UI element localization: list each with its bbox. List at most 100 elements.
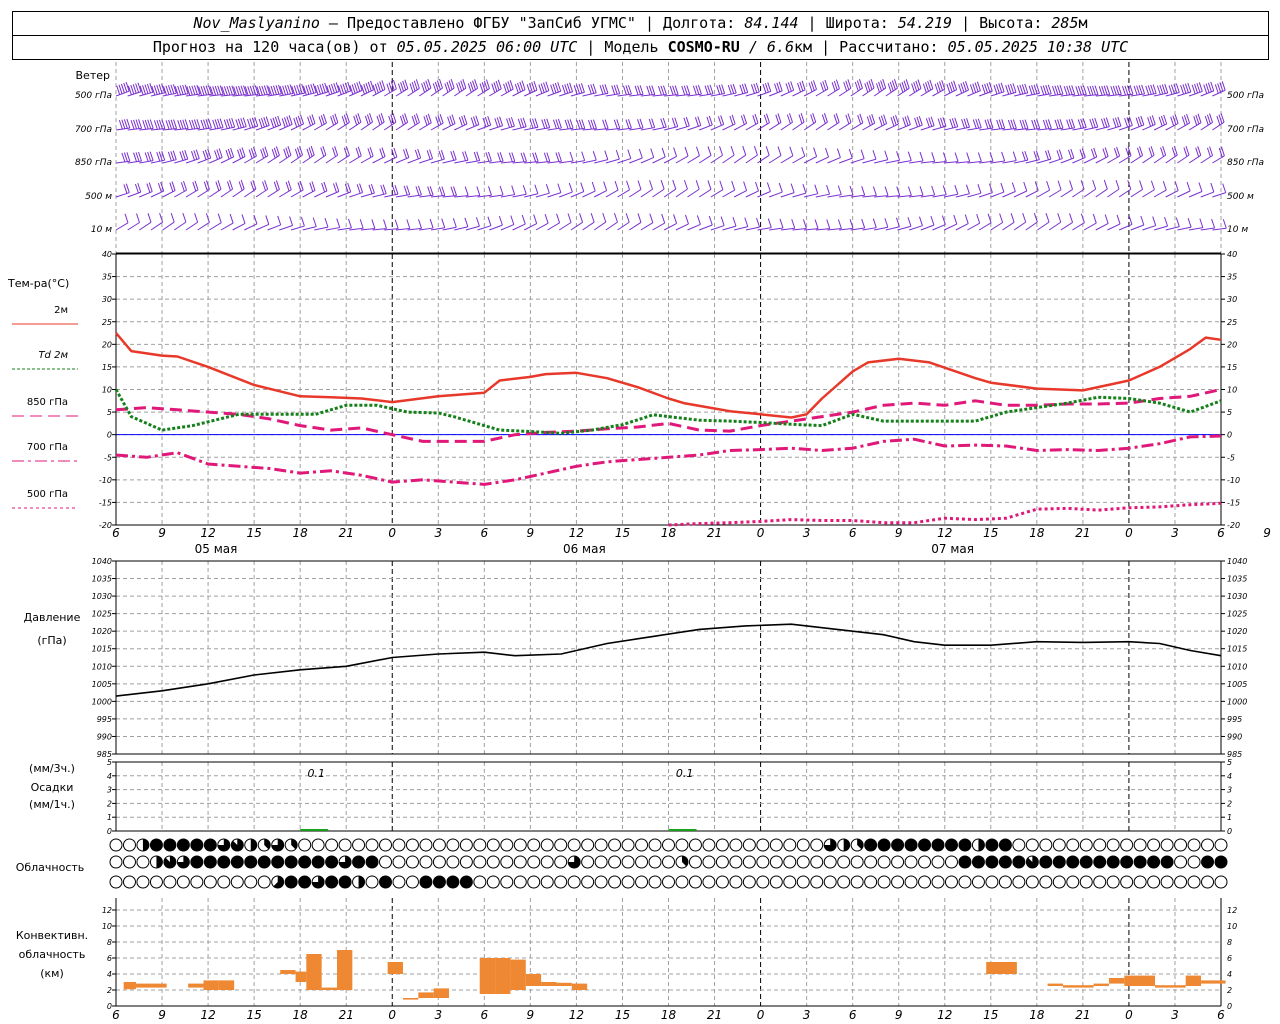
- conv-title-2: облачность: [19, 948, 86, 961]
- barb-feather: [390, 81, 395, 91]
- barb-feather: [322, 145, 327, 156]
- wind-barb: [617, 84, 632, 97]
- barb-feather: [425, 80, 430, 90]
- barb-staff: [780, 192, 795, 198]
- wind-barb: [663, 214, 678, 231]
- barb-staff: [652, 222, 665, 231]
- barb-feather: [1082, 85, 1087, 95]
- x-tick-label: 15: [246, 526, 261, 540]
- wind-barb: [792, 80, 806, 97]
- barb-feather: [417, 148, 422, 159]
- cloud-outline: [203, 875, 217, 889]
- barb-feather: [475, 115, 480, 125]
- wind-barb: [1083, 179, 1097, 198]
- barb-feather: [950, 81, 955, 91]
- barb-feather: [1046, 180, 1051, 191]
- barb-staff: [1107, 125, 1122, 131]
- wind-barb: [617, 180, 631, 198]
- barb-feather: [406, 185, 411, 195]
- barb-feather: [637, 119, 642, 129]
- barb-feather: [845, 80, 850, 90]
- cloud-outline: [931, 875, 945, 889]
- cloud-circle: [136, 855, 150, 869]
- barb-feather: [569, 82, 574, 92]
- wind-barb: [255, 116, 270, 131]
- wind-barb: [547, 213, 561, 231]
- longitude-value: 84.144: [744, 14, 799, 32]
- cloud-outline: [594, 855, 608, 869]
- barb-feather: [157, 182, 162, 193]
- y-tick-label-left: 5: [107, 758, 112, 767]
- barb-feather: [193, 119, 198, 129]
- cloud-fill: [891, 839, 904, 851]
- barb-feather: [1103, 85, 1108, 95]
- barb-feather: [165, 85, 170, 95]
- barb-staff: [1142, 225, 1156, 231]
- barb-feather: [1057, 85, 1061, 95]
- cloud-circle: [1201, 838, 1215, 852]
- precip-bars: [300, 829, 697, 831]
- cloud-fill: [460, 876, 473, 888]
- x-tick-label: 15: [983, 526, 998, 540]
- wind-barb: [349, 113, 362, 131]
- cloud-circle: [904, 855, 918, 869]
- barb-feather: [299, 145, 304, 156]
- barb-feather: [203, 119, 207, 129]
- barb-staff: [1083, 126, 1098, 131]
- barb-feather: [543, 82, 547, 92]
- barb-feather: [895, 114, 899, 125]
- barb-feather: [1019, 119, 1024, 130]
- barb-feather: [532, 152, 537, 162]
- wind-barb: [185, 180, 199, 198]
- barb-feather: [464, 151, 469, 161]
- barb-feather: [357, 113, 362, 123]
- cloud-circle: [621, 875, 635, 889]
- wind-barb: [1025, 212, 1038, 231]
- barb-feather: [637, 180, 642, 190]
- y-tick-label-right: 1015: [1227, 645, 1247, 654]
- barb-feather: [1082, 118, 1087, 128]
- barb-staff: [850, 227, 865, 231]
- cloud-circle: [1133, 855, 1147, 869]
- cloud-outline: [769, 855, 783, 869]
- barb-feather: [603, 181, 608, 191]
- cloud-circle: [1174, 855, 1188, 869]
- cloud-outline: [823, 875, 837, 889]
- barb-feather: [418, 219, 422, 229]
- barb-feather: [1117, 85, 1122, 95]
- cloud-circle: [702, 875, 716, 889]
- cloud-fill: [999, 856, 1012, 868]
- cloud-outline: [513, 855, 527, 869]
- wind-barb: [115, 118, 131, 131]
- barb-feather: [306, 148, 311, 159]
- wind-barb: [139, 182, 153, 198]
- cloud-circle: [891, 838, 905, 852]
- barb-feather: [1160, 147, 1165, 157]
- barb-staff: [839, 194, 854, 198]
- barb-feather: [843, 81, 848, 92]
- wind-barb: [325, 218, 341, 231]
- barb-staff: [570, 91, 585, 97]
- cloud-circle: [931, 875, 945, 889]
- cloud-circle: [742, 855, 756, 869]
- cloud-fill: [285, 876, 298, 888]
- cloud-circle: [608, 855, 622, 869]
- cloud-fill: [1012, 856, 1025, 868]
- cloud-circle: [1120, 855, 1134, 869]
- barb-feather: [355, 114, 360, 124]
- barb-feather: [301, 83, 306, 94]
- barb-feather: [172, 84, 177, 94]
- barb-staff: [489, 224, 503, 231]
- barb-feather: [125, 82, 130, 92]
- barb-feather: [183, 180, 187, 191]
- barb-feather: [685, 214, 689, 225]
- barb-feather: [556, 213, 561, 223]
- wind-barb: [500, 185, 516, 198]
- barb-feather: [483, 80, 488, 91]
- barb-staff: [1049, 93, 1064, 97]
- barb-feather: [427, 186, 432, 196]
- barb-feather: [227, 181, 231, 191]
- cloud-fill: [358, 876, 365, 888]
- barb-feather: [1106, 85, 1111, 95]
- cloud-fill: [150, 839, 163, 851]
